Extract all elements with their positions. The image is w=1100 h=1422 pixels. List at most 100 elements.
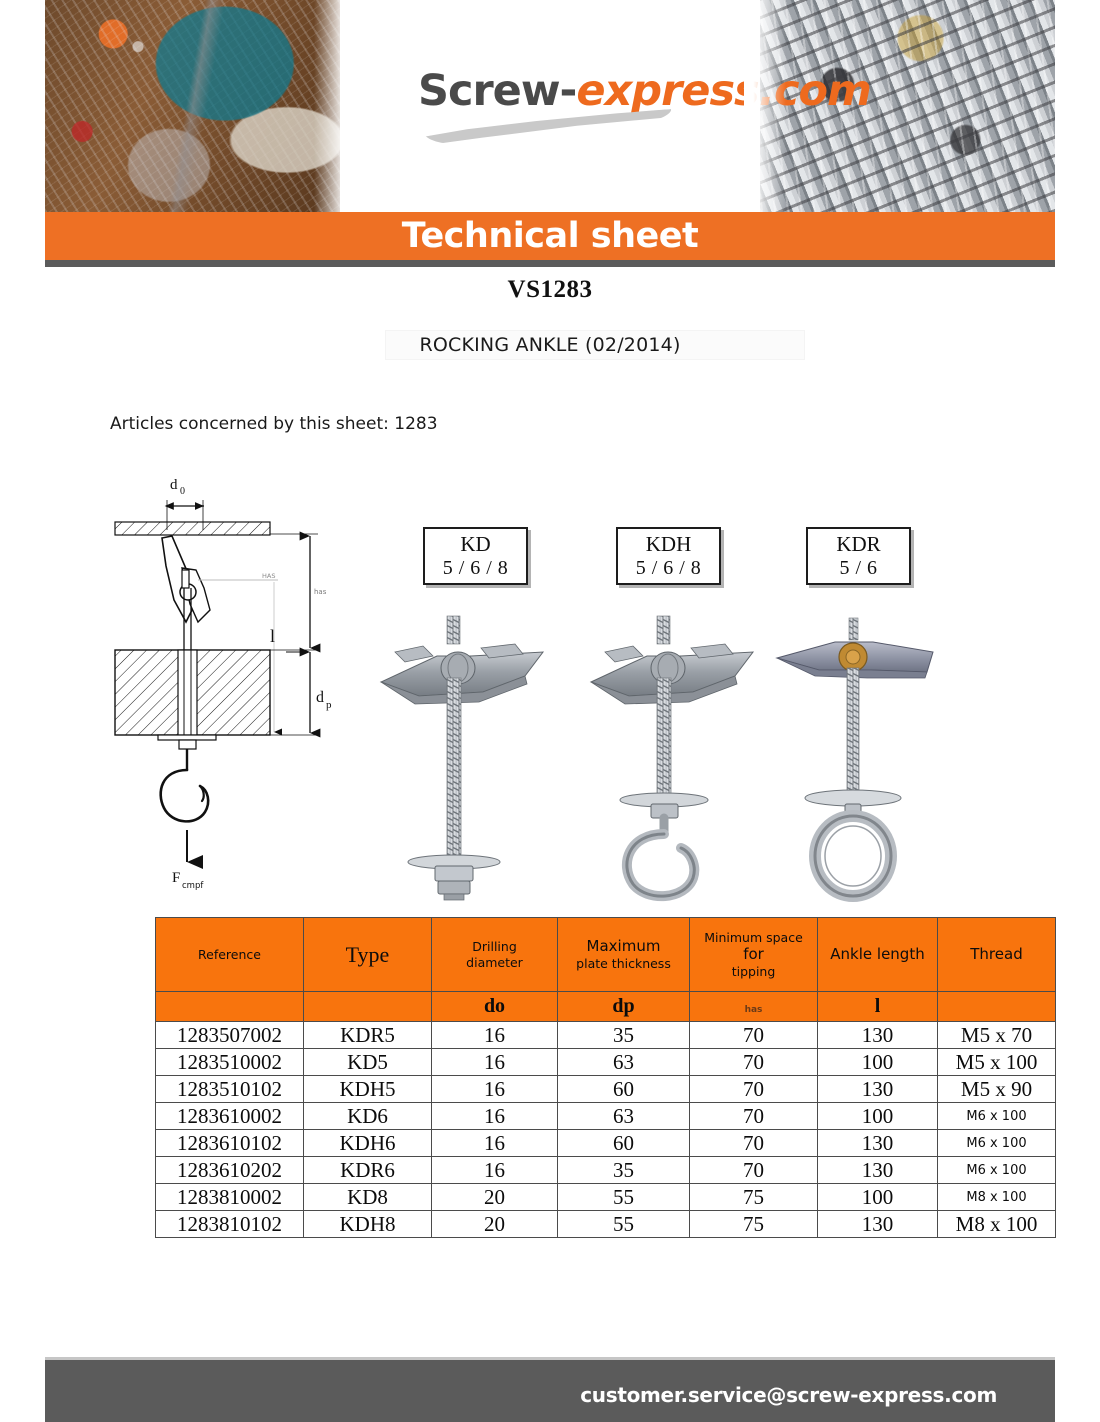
- product-photo-kdh: [585, 612, 760, 902]
- svg-text:d: d: [170, 477, 178, 493]
- cell-reference: 1283610002: [155, 1102, 304, 1130]
- cell-reference: 1283507002: [155, 1021, 304, 1049]
- cell-reference: 1283810102: [155, 1210, 304, 1238]
- table-symbol-row: do dp has l: [155, 991, 1056, 1022]
- product-label-kd-sizes: 5 / 6 / 8: [442, 556, 509, 579]
- col-header-anklelength-line1: Ankle length: [830, 945, 925, 964]
- cell-dp: 60: [557, 1075, 690, 1103]
- footer-divider: [45, 1357, 1055, 1360]
- symbol-reference: [155, 991, 304, 1022]
- footer-contact-email: customer.service@screw-express.com: [580, 1383, 997, 1407]
- articles-concerned-line: Articles concerned by this sheet: 1283: [110, 414, 438, 434]
- band-divider: [45, 260, 1055, 267]
- col-header-drilling-diameter: Drilling diameter: [431, 917, 558, 992]
- svg-text:0: 0: [180, 486, 185, 497]
- cell-dp: 60: [557, 1129, 690, 1157]
- workbench-photo: [45, 0, 355, 212]
- cell-thread: M5 x 90: [937, 1075, 1056, 1103]
- col-header-drilling-line2: diameter: [466, 954, 523, 970]
- symbol-length: l: [817, 991, 938, 1022]
- product-label-kdr-sizes: 5 / 6: [839, 556, 878, 579]
- cell-length: 130: [817, 1021, 938, 1049]
- product-label-kd-name: KD: [460, 532, 491, 557]
- cell-length: 100: [817, 1183, 938, 1211]
- product-label-kdr: KDR 5 / 6: [806, 527, 911, 585]
- col-header-type: Type: [303, 917, 432, 992]
- cell-do: 16: [431, 1021, 558, 1049]
- symbol-do: do: [431, 991, 558, 1022]
- cell-has: 70: [689, 1021, 818, 1049]
- col-header-max-plate-thickness: Maximum plate thickness: [557, 917, 690, 992]
- col-header-minspace-line2: for: [743, 945, 764, 964]
- cell-dp: 35: [557, 1156, 690, 1184]
- table-row: 1283510102 KDH5 16 60 70 130 M5 x 90: [155, 1075, 1056, 1103]
- cell-type: KDH5: [303, 1075, 432, 1103]
- cell-do: 16: [431, 1102, 558, 1130]
- symbol-has: has: [689, 991, 818, 1022]
- svg-text:d: d: [316, 689, 324, 706]
- table-row: 1283610102 KDH6 16 60 70 130 M6 x 100: [155, 1129, 1056, 1157]
- cell-dp: 55: [557, 1210, 690, 1238]
- table-row: 1283810002 KD8 20 55 75 100 M8 x 100: [155, 1183, 1056, 1211]
- product-photo-kdr: [775, 612, 950, 902]
- symbol-thread: [937, 991, 1056, 1022]
- cell-length: 130: [817, 1129, 938, 1157]
- technical-sheet-band: Technical sheet: [45, 212, 1055, 260]
- cell-type: KD5: [303, 1048, 432, 1076]
- cell-thread: M6 x 100: [937, 1102, 1056, 1130]
- col-header-thread-line1: Thread: [970, 945, 1023, 964]
- table-row: 1283810102 KDH8 20 55 75 130 M8 x 100: [155, 1210, 1056, 1238]
- cell-reference: 1283510102: [155, 1075, 304, 1103]
- col-header-drilling-line1: Drilling: [472, 938, 517, 954]
- cell-do: 20: [431, 1210, 558, 1238]
- svg-text:HAS: HAS: [262, 572, 275, 580]
- product-label-kdh-sizes: 5 / 6 / 8: [635, 556, 702, 579]
- cell-dp: 63: [557, 1102, 690, 1130]
- header-banner: Screw-express.com: [45, 0, 1055, 212]
- product-photo-kd: [375, 612, 550, 902]
- cell-length: 130: [817, 1075, 938, 1103]
- cell-thread: M6 x 100: [937, 1156, 1056, 1184]
- cell-dp: 35: [557, 1021, 690, 1049]
- col-header-maximum-line1: Maximum: [586, 937, 661, 956]
- cell-do: 16: [431, 1156, 558, 1184]
- cell-reference: 1283610102: [155, 1129, 304, 1157]
- cell-thread: M8 x 100: [937, 1183, 1056, 1211]
- cell-has: 75: [689, 1183, 818, 1211]
- cell-do: 16: [431, 1129, 558, 1157]
- cell-do: 16: [431, 1075, 558, 1103]
- screws-photo: [735, 0, 1055, 212]
- product-label-kd: KD 5 / 6 / 8: [423, 527, 528, 585]
- cell-has: 70: [689, 1102, 818, 1130]
- cell-length: 100: [817, 1102, 938, 1130]
- table-row: 1283510002 KD5 16 63 70 100 M5 x 100: [155, 1048, 1056, 1076]
- sheet-subtitle: ROCKING ANKLE (02/2014): [419, 334, 681, 356]
- cell-do: 16: [431, 1048, 558, 1076]
- document-page: Screw-express.com Technical sheet VS1283…: [45, 0, 1056, 1422]
- cell-type: KDR6: [303, 1156, 432, 1184]
- table-row: 1283610002 KD6 16 63 70 100 M6 x 100: [155, 1102, 1056, 1130]
- cell-type: KD8: [303, 1183, 432, 1211]
- cell-type: KDH8: [303, 1210, 432, 1238]
- cell-type: KDH6: [303, 1129, 432, 1157]
- subtitle-watermark: [385, 330, 805, 360]
- sheet-code: VS1283: [507, 276, 593, 303]
- cell-type: KDR5: [303, 1021, 432, 1049]
- product-label-kdr-name: KDR: [836, 532, 881, 557]
- col-header-ankle-length: Ankle length: [817, 917, 938, 992]
- cell-dp: 63: [557, 1048, 690, 1076]
- cell-length: 130: [817, 1210, 938, 1238]
- cell-thread: M8 x 100: [937, 1210, 1056, 1238]
- cell-thread: M5 x 100: [937, 1048, 1056, 1076]
- logo-panel: Screw-express.com: [314, 0, 872, 212]
- col-header-maximum-line2: plate thickness: [576, 956, 671, 972]
- symbol-type: [303, 991, 432, 1022]
- table-row: 1283610202 KDR6 16 35 70 130 M6 x 100: [155, 1156, 1056, 1184]
- logo-text-orange: express.com: [576, 66, 871, 116]
- footer-bar: [45, 1360, 1055, 1422]
- cell-has: 75: [689, 1210, 818, 1238]
- col-header-minspace-line1: Minimum space: [704, 929, 803, 945]
- svg-text:cmpf: cmpf: [182, 881, 204, 891]
- specification-table: Reference Type Drilling diameter Maximum…: [155, 917, 1056, 1238]
- technical-sheet-title: Technical sheet: [401, 216, 699, 256]
